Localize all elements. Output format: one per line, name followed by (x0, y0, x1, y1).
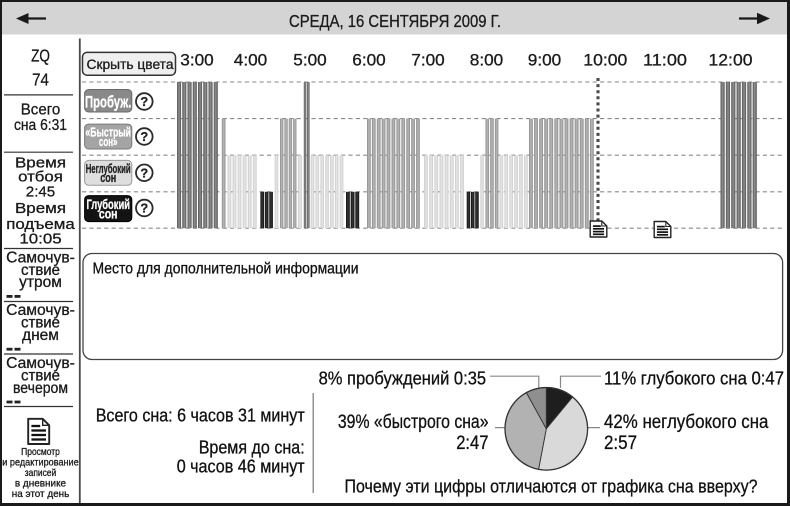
svg-text:сна 6:31: сна 6:31 (14, 117, 67, 134)
svg-text:?: ? (140, 201, 148, 216)
svg-text:7:00: 7:00 (411, 51, 445, 70)
svg-text:сон: сон (99, 205, 118, 221)
svg-text:8:00: 8:00 (470, 51, 504, 70)
svg-text:3:00: 3:00 (180, 51, 214, 70)
svg-text:сон: сон (100, 170, 116, 185)
svg-text:42% неглубокого сна: 42% неглубокого сна (604, 412, 769, 433)
svg-text:4:00: 4:00 (234, 51, 268, 70)
svg-text:6:00: 6:00 (352, 51, 386, 70)
svg-text:Всего сна: 6 часов 31 минут: Всего сна: 6 часов 31 минут (96, 405, 305, 425)
svg-text:?: ? (140, 165, 148, 180)
svg-text:9:00: 9:00 (528, 51, 562, 70)
svg-text:Просмотр: Просмотр (21, 446, 60, 458)
svg-text:?: ? (140, 129, 148, 144)
svg-text:Пробуж.: Пробуж. (85, 92, 132, 111)
svg-text:«Быстрый: «Быстрый (85, 125, 131, 140)
svg-text:Неглубокий: Неглубокий (86, 161, 131, 176)
svg-text:74: 74 (32, 70, 49, 90)
svg-text:2:57: 2:57 (604, 433, 637, 454)
svg-text:12:00: 12:00 (709, 51, 753, 70)
svg-text:0 часов 46 минут: 0 часов 46 минут (177, 457, 305, 477)
svg-text:10:00: 10:00 (583, 51, 627, 70)
svg-text:СРЕДА, 16 СЕНТЯБРЯ 2009 Г.: СРЕДА, 16 СЕНТЯБРЯ 2009 Г. (289, 11, 501, 31)
svg-text:Самочув-: Самочув- (6, 302, 75, 319)
svg-text:Почему эти цифры отличаются от: Почему эти цифры отличаются от графика с… (345, 475, 758, 496)
svg-text:Самочув-: Самочув- (6, 355, 75, 372)
svg-text:Всего: Всего (21, 102, 61, 119)
svg-text:Время: Время (15, 200, 66, 217)
svg-text:ZQ: ZQ (31, 46, 50, 66)
svg-text:39% «быстрого сна»: 39% «быстрого сна» (338, 412, 489, 433)
svg-text:11:00: 11:00 (643, 51, 687, 70)
svg-text:Время до сна:: Время до сна: (199, 438, 305, 458)
svg-text:ствие: ствие (21, 315, 60, 332)
svg-text:отбоя: отбоя (18, 169, 63, 186)
svg-text:утром: утром (19, 274, 62, 291)
svg-text:ствие: ствие (21, 368, 60, 385)
svg-text:8% пробуждений 0:35: 8% пробуждений 0:35 (319, 368, 487, 389)
svg-text:записей: записей (25, 467, 56, 479)
svg-text:Скрыть цвета: Скрыть цвета (87, 56, 174, 72)
svg-text:вечером: вечером (13, 380, 68, 397)
svg-text:Время: Время (15, 154, 66, 171)
svg-text:сон»: сон» (99, 134, 118, 149)
svg-text:в дневнике: в дневнике (15, 478, 66, 490)
svg-text:и редактирование: и редактирование (2, 457, 79, 469)
svg-text:10:05: 10:05 (19, 231, 61, 248)
svg-text:на этот день: на этот день (12, 488, 70, 500)
svg-text:ствие: ствие (21, 262, 60, 279)
svg-text:Место для дополнительной инфор: Место для дополнительной информации (93, 261, 359, 278)
svg-text:2:47: 2:47 (456, 433, 488, 454)
svg-text:2:45: 2:45 (26, 184, 55, 201)
svg-text:Самочув-: Самочув- (6, 249, 75, 266)
svg-text:днем: днем (22, 327, 59, 344)
svg-text:подъема: подъема (6, 216, 75, 233)
svg-text:5:00: 5:00 (293, 51, 327, 70)
svg-text:?: ? (140, 94, 148, 109)
svg-text:Глубокий: Глубокий (86, 196, 130, 212)
svg-text:11% глубокого сна 0:47: 11% глубокого сна 0:47 (604, 368, 784, 389)
